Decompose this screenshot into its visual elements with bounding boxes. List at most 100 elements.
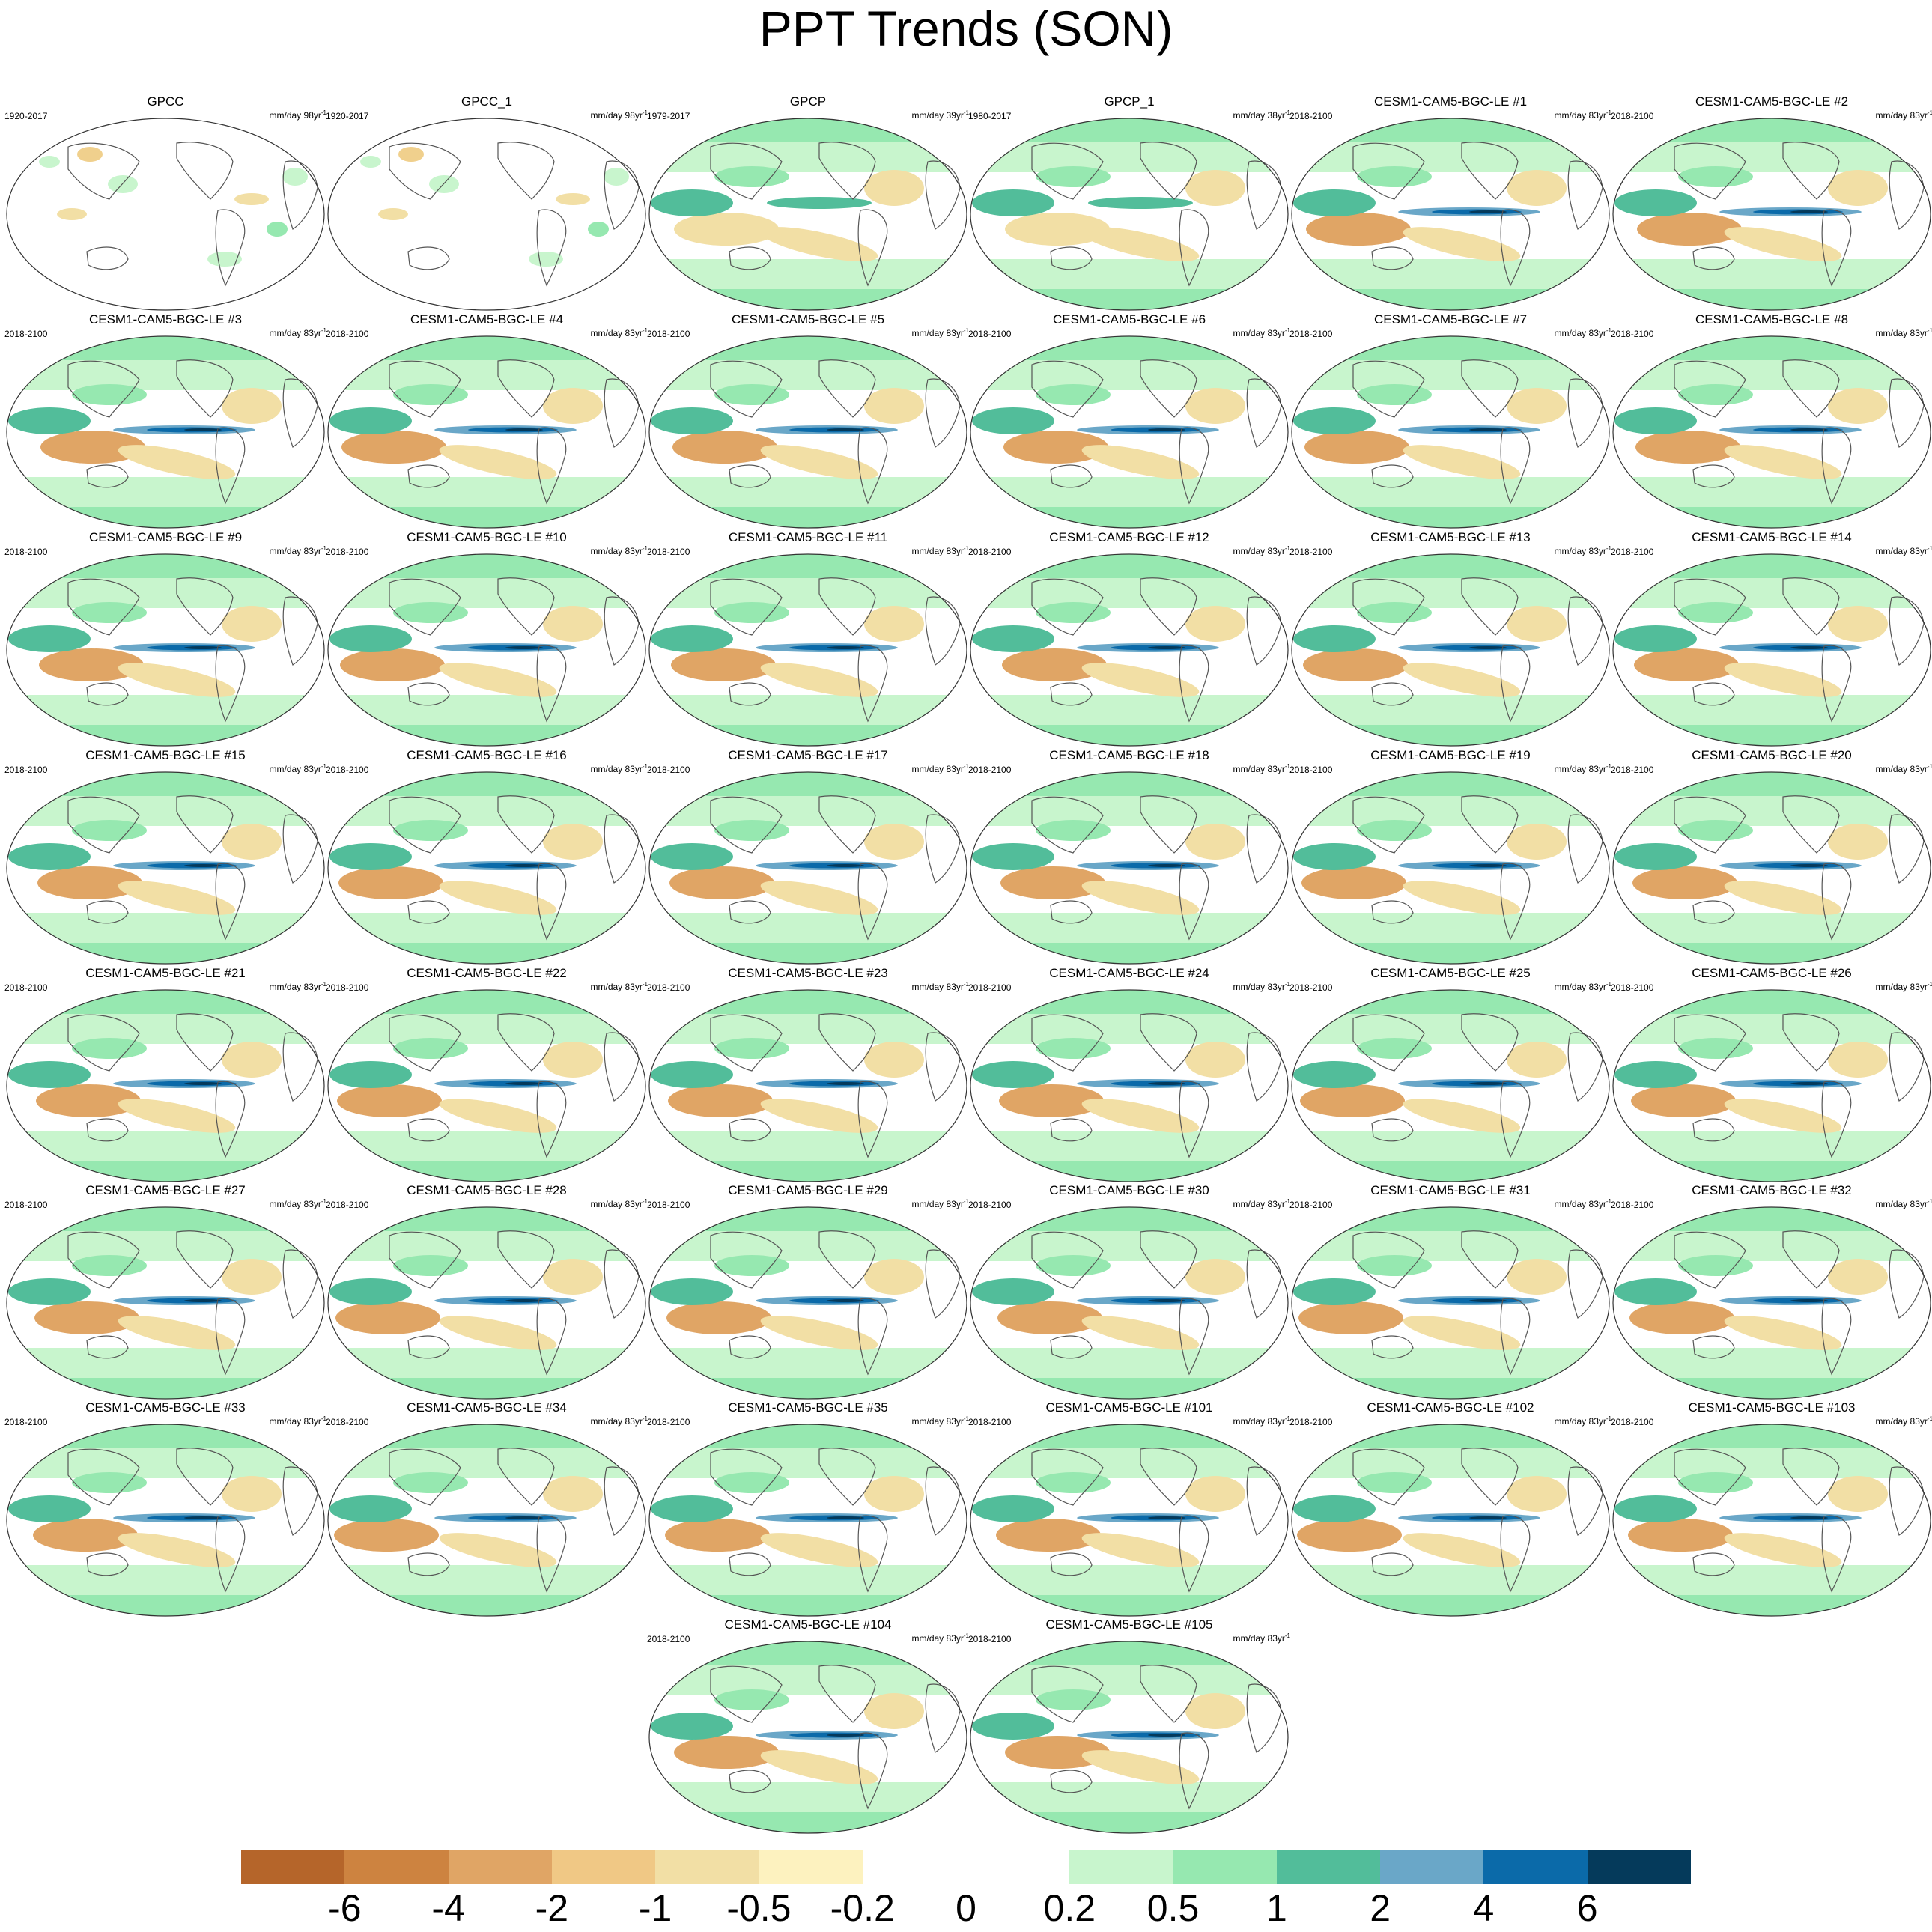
precip-patch	[360, 156, 381, 168]
equatorial-max	[184, 428, 222, 431]
wet-zone	[651, 1495, 733, 1522]
southern-band	[647, 913, 969, 943]
wet-zone	[1036, 1689, 1111, 1710]
polar-band	[968, 988, 1290, 1014]
southern-ocean-band	[326, 943, 648, 965]
polar-band	[968, 117, 1290, 142]
southern-ocean-band	[1289, 1595, 1611, 1617]
wet-zone	[1036, 1255, 1111, 1276]
wet-zone	[8, 1495, 91, 1522]
equatorial-max	[1790, 428, 1828, 431]
wet-zone	[1036, 1038, 1111, 1059]
equatorial-max	[505, 428, 543, 431]
panel-title: CESM1-CAM5-BGC-LE #26	[1611, 966, 1932, 981]
southern-ocean-band	[968, 289, 1290, 312]
dry-zone	[1828, 388, 1888, 424]
panel-title: CESM1-CAM5-BGC-LE #8	[1611, 312, 1932, 327]
wet-zone	[1614, 843, 1697, 870]
colorbar	[241, 1850, 1691, 1884]
map-background	[326, 117, 648, 312]
polar-band	[968, 335, 1290, 360]
dry-zone	[864, 1259, 924, 1295]
precip-patch	[234, 193, 269, 205]
world-map	[4, 553, 326, 747]
world-map	[647, 117, 969, 312]
southern-ocean-band	[968, 725, 1290, 747]
wet-zone	[8, 625, 91, 652]
map-fill	[647, 1206, 969, 1400]
dry-zone	[222, 388, 282, 424]
equatorial-max	[1469, 428, 1507, 431]
panel-title: CESM1-CAM5-BGC-LE #22	[326, 966, 648, 981]
colorbar-tick-label: -2	[535, 1887, 568, 1929]
colorbar-swatch	[1483, 1850, 1587, 1884]
southern-ocean-band	[326, 725, 648, 747]
equatorial-max	[1469, 1516, 1507, 1519]
dry-zone	[335, 1301, 440, 1334]
southern-ocean-band	[647, 1812, 969, 1835]
wet-zone	[1678, 166, 1753, 187]
southern-ocean-band	[326, 1595, 648, 1617]
map-fill	[4, 117, 326, 312]
southern-ocean-band	[1289, 1378, 1611, 1400]
map-fill	[326, 553, 648, 747]
wet-zone	[651, 1278, 733, 1305]
world-map	[326, 117, 648, 312]
wet-zone	[651, 1061, 733, 1088]
map-fill	[4, 988, 326, 1183]
exponent: -1	[1928, 763, 1932, 770]
southern-ocean-band	[647, 1378, 969, 1400]
southern-band	[647, 1782, 969, 1812]
southern-band	[4, 477, 326, 507]
wet-zone	[1678, 820, 1753, 841]
dry-zone	[1507, 1042, 1567, 1078]
wet-zone	[72, 1472, 147, 1493]
wet-zone	[72, 820, 147, 841]
southern-ocean-band	[4, 725, 326, 747]
wet-zone	[393, 820, 468, 841]
world-map	[647, 988, 969, 1183]
map-fill	[4, 335, 326, 529]
polar-band	[1289, 1423, 1611, 1448]
polar-band	[1289, 553, 1611, 578]
precip-patch	[556, 193, 590, 205]
map-fill	[1289, 335, 1611, 529]
wet-zone	[714, 602, 789, 623]
colorbar-swatch	[863, 1850, 966, 1884]
southern-ocean-band	[1289, 289, 1611, 312]
dry-zone	[1828, 1042, 1888, 1078]
southern-band	[326, 695, 648, 725]
colorbar-swatch	[759, 1850, 862, 1884]
dry-zone	[1507, 388, 1567, 424]
wet-zone	[972, 189, 1054, 216]
southern-band	[1289, 1348, 1611, 1378]
wet-zone	[714, 384, 789, 405]
southern-band	[1611, 259, 1932, 289]
colorbar-tick-label: -0.2	[830, 1887, 895, 1929]
southern-band	[968, 477, 1290, 507]
polar-band	[4, 771, 326, 796]
map-fill	[968, 553, 1290, 747]
southern-ocean-band	[1611, 289, 1932, 312]
polar-band	[1289, 988, 1611, 1014]
colorbar-swatch	[1069, 1850, 1173, 1884]
wet-zone	[1357, 384, 1432, 405]
panel-title: CESM1-CAM5-BGC-LE #101	[968, 1400, 1290, 1415]
panel-title: CESM1-CAM5-BGC-LE #21	[4, 966, 326, 981]
southern-ocean-band	[647, 943, 969, 965]
panel-title: CESM1-CAM5-BGC-LE #5	[647, 312, 969, 327]
wet-zone	[1293, 189, 1376, 216]
southern-band	[968, 1131, 1290, 1161]
